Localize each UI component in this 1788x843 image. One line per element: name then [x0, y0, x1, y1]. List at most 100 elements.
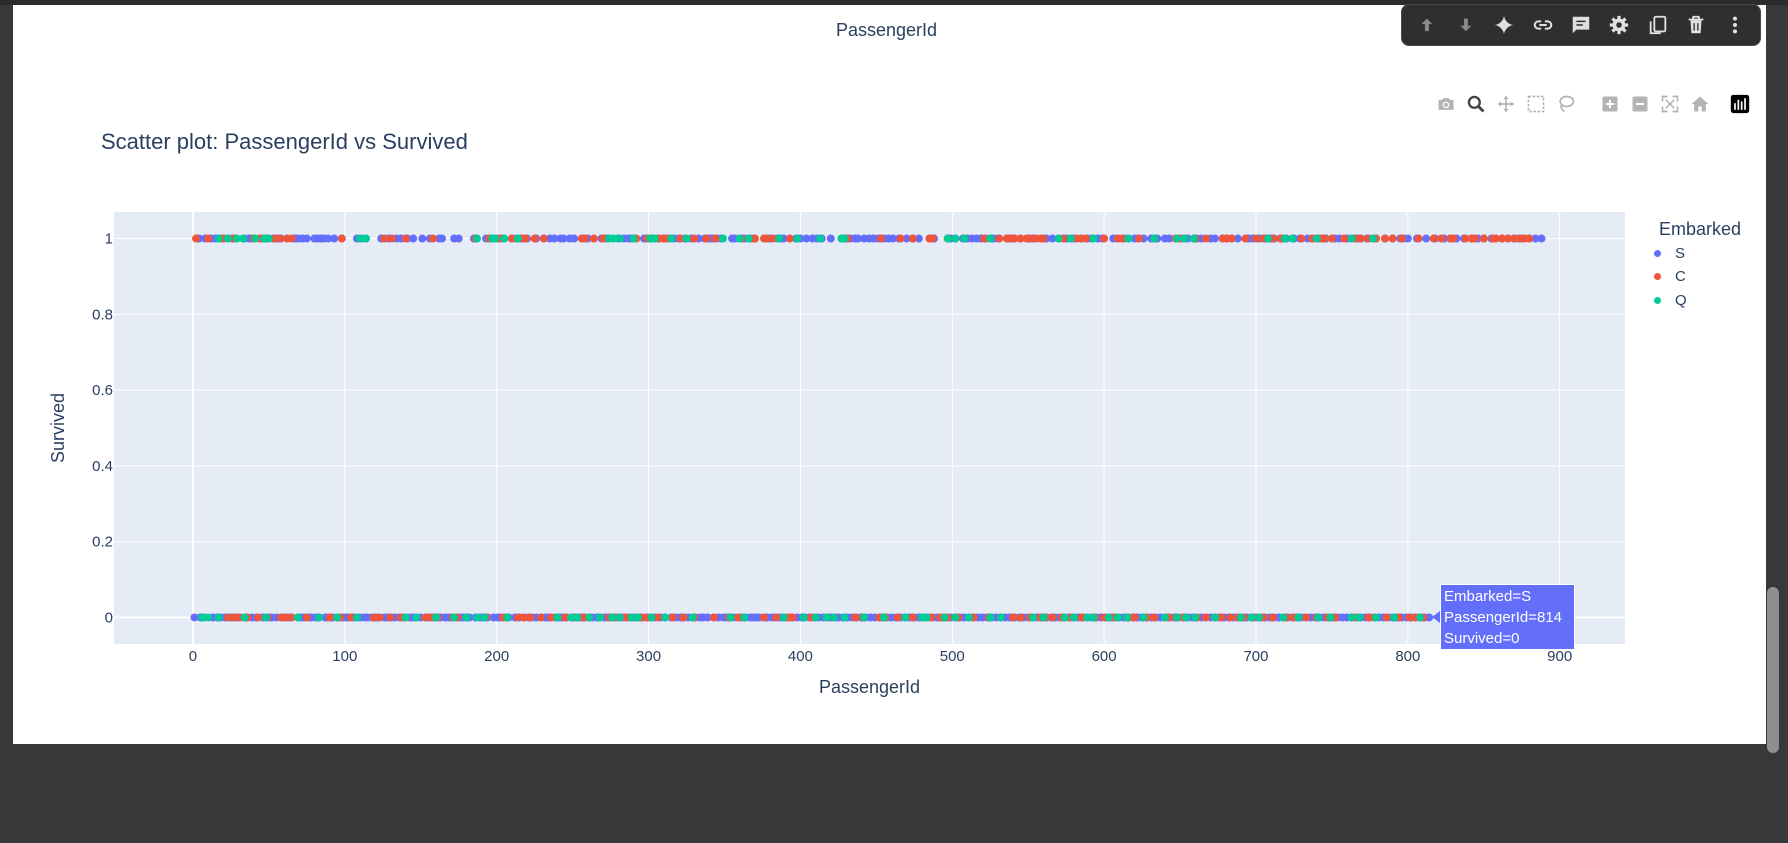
- point-s[interactable]: [854, 234, 863, 243]
- point-q[interactable]: [647, 613, 656, 622]
- point-q[interactable]: [951, 234, 960, 243]
- point-q[interactable]: [608, 613, 617, 622]
- point-c[interactable]: [287, 234, 296, 243]
- point-q[interactable]: [1069, 613, 1078, 622]
- point-c[interactable]: [1016, 613, 1025, 622]
- autoscale-button[interactable]: [1659, 93, 1681, 115]
- point-q[interactable]: [472, 234, 481, 243]
- point-q[interactable]: [996, 613, 1005, 622]
- point-q[interactable]: [633, 613, 642, 622]
- point-c[interactable]: [1437, 234, 1446, 243]
- point-q[interactable]: [1122, 613, 1131, 622]
- point-c[interactable]: [401, 234, 410, 243]
- point-c[interactable]: [908, 234, 917, 243]
- zoom-button[interactable]: [1465, 93, 1487, 115]
- point-c[interactable]: [1525, 234, 1534, 243]
- point-q[interactable]: [204, 613, 213, 622]
- point-c[interactable]: [928, 234, 937, 243]
- point-c[interactable]: [275, 234, 284, 243]
- point-q[interactable]: [356, 234, 365, 243]
- ai-assist-button[interactable]: [1489, 10, 1519, 40]
- point-c[interactable]: [653, 613, 662, 622]
- point-s[interactable]: [302, 234, 311, 243]
- point-q[interactable]: [615, 234, 624, 243]
- point-s[interactable]: [914, 234, 923, 243]
- scrollbar-thumb[interactable]: [1767, 587, 1779, 753]
- point-c[interactable]: [1217, 613, 1226, 622]
- box-select-button[interactable]: [1525, 93, 1547, 115]
- point-q[interactable]: [567, 613, 576, 622]
- point-q[interactable]: [1255, 613, 1264, 622]
- point-q[interactable]: [1415, 613, 1424, 622]
- point-q[interactable]: [261, 613, 270, 622]
- point-c[interactable]: [1405, 613, 1414, 622]
- point-c[interactable]: [536, 613, 545, 622]
- point-c[interactable]: [1016, 234, 1025, 243]
- point-c[interactable]: [893, 613, 902, 622]
- more-actions-button[interactable]: [1720, 10, 1750, 40]
- point-q[interactable]: [264, 234, 273, 243]
- point-q[interactable]: [431, 613, 440, 622]
- point-c[interactable]: [1504, 234, 1513, 243]
- point-c[interactable]: [1201, 613, 1210, 622]
- point-c[interactable]: [1388, 234, 1397, 243]
- cell-settings-button[interactable]: [1604, 10, 1634, 40]
- point-q[interactable]: [223, 234, 232, 243]
- point-q[interactable]: [251, 234, 260, 243]
- point-q[interactable]: [1124, 234, 1133, 243]
- point-c[interactable]: [1497, 234, 1506, 243]
- point-c[interactable]: [1039, 234, 1048, 243]
- copy-link-button[interactable]: [1528, 10, 1558, 40]
- point-c[interactable]: [1150, 613, 1159, 622]
- point-q[interactable]: [1189, 234, 1198, 243]
- reset-axes-button[interactable]: [1689, 93, 1711, 115]
- point-q[interactable]: [1060, 613, 1069, 622]
- point-c[interactable]: [1226, 613, 1235, 622]
- point-c[interactable]: [1025, 234, 1034, 243]
- point-q[interactable]: [650, 234, 659, 243]
- point-c[interactable]: [772, 613, 781, 622]
- point-c[interactable]: [1010, 234, 1019, 243]
- point-s[interactable]: [802, 234, 811, 243]
- point-q[interactable]: [822, 613, 831, 622]
- point-c[interactable]: [507, 234, 516, 243]
- point-s[interactable]: [550, 234, 559, 243]
- point-c[interactable]: [337, 234, 346, 243]
- point-c[interactable]: [325, 613, 334, 622]
- point-q[interactable]: [735, 234, 744, 243]
- point-q[interactable]: [1279, 613, 1288, 622]
- point-c[interactable]: [711, 234, 720, 243]
- point-c[interactable]: [1479, 234, 1488, 243]
- point-q[interactable]: [1312, 234, 1321, 243]
- point-s[interactable]: [570, 234, 579, 243]
- point-c[interactable]: [520, 613, 529, 622]
- point-c[interactable]: [526, 613, 535, 622]
- point-c[interactable]: [229, 613, 238, 622]
- point-c[interactable]: [759, 613, 768, 622]
- point-s[interactable]: [330, 234, 339, 243]
- point-c[interactable]: [668, 613, 677, 622]
- point-s[interactable]: [902, 234, 911, 243]
- point-q[interactable]: [401, 613, 410, 622]
- point-c[interactable]: [204, 234, 213, 243]
- point-q[interactable]: [629, 234, 638, 243]
- point-c[interactable]: [346, 613, 355, 622]
- point-q[interactable]: [412, 613, 421, 622]
- point-q[interactable]: [799, 613, 808, 622]
- point-q[interactable]: [333, 613, 342, 622]
- point-q[interactable]: [472, 613, 481, 622]
- point-q[interactable]: [1236, 613, 1245, 622]
- point-c[interactable]: [995, 234, 1004, 243]
- point-s[interactable]: [1425, 613, 1434, 622]
- point-c[interactable]: [676, 234, 685, 243]
- point-c[interactable]: [908, 613, 917, 622]
- point-q[interactable]: [943, 234, 952, 243]
- point-c[interactable]: [421, 613, 430, 622]
- legend-item-q[interactable]: Q: [1654, 292, 1687, 309]
- point-q[interactable]: [1173, 613, 1182, 622]
- point-c[interactable]: [1382, 613, 1391, 622]
- point-q[interactable]: [233, 234, 242, 243]
- point-c[interactable]: [223, 613, 232, 622]
- point-q[interactable]: [1294, 613, 1303, 622]
- point-c[interactable]: [1302, 613, 1311, 622]
